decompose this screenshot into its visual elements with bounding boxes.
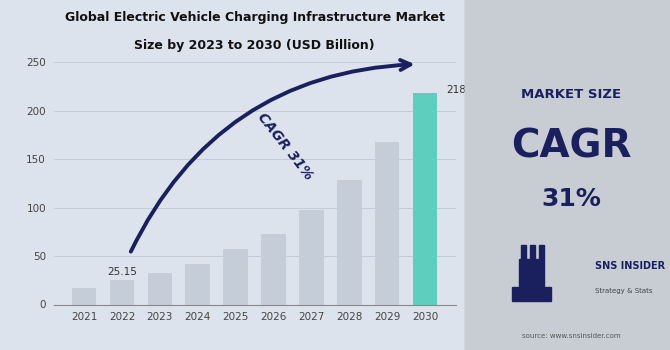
Bar: [110, 280, 135, 304]
Text: CAGR 31%: CAGR 31%: [255, 110, 316, 183]
Bar: [186, 264, 210, 304]
Bar: [337, 181, 362, 304]
Bar: [261, 234, 286, 304]
Text: 25.15: 25.15: [107, 267, 137, 277]
Text: Global Electric Vehicle Charging Infrastructure Market: Global Electric Vehicle Charging Infrast…: [65, 10, 444, 23]
FancyBboxPatch shape: [464, 0, 670, 350]
Text: 31%: 31%: [541, 188, 601, 211]
Bar: [72, 288, 96, 304]
Bar: [147, 273, 172, 304]
Text: Strategy & Stats: Strategy & Stats: [595, 287, 653, 294]
Bar: [521, 245, 527, 259]
Text: SNS INSIDER: SNS INSIDER: [595, 261, 665, 271]
Bar: [299, 210, 324, 304]
Bar: [512, 287, 551, 301]
Text: Size by 2023 to 2030 (USD Billion): Size by 2023 to 2030 (USD Billion): [134, 38, 375, 51]
Bar: [375, 142, 399, 304]
Bar: [519, 259, 545, 287]
Bar: [223, 249, 248, 304]
Text: 218.14(BN): 218.14(BN): [446, 84, 505, 94]
Text: MARKET SIZE: MARKET SIZE: [521, 88, 621, 101]
Text: source: www.snsinsider.com: source: www.snsinsider.com: [522, 333, 620, 339]
Bar: [413, 93, 438, 304]
Text: CAGR: CAGR: [511, 128, 631, 166]
Bar: [539, 245, 544, 259]
Bar: [530, 245, 535, 259]
